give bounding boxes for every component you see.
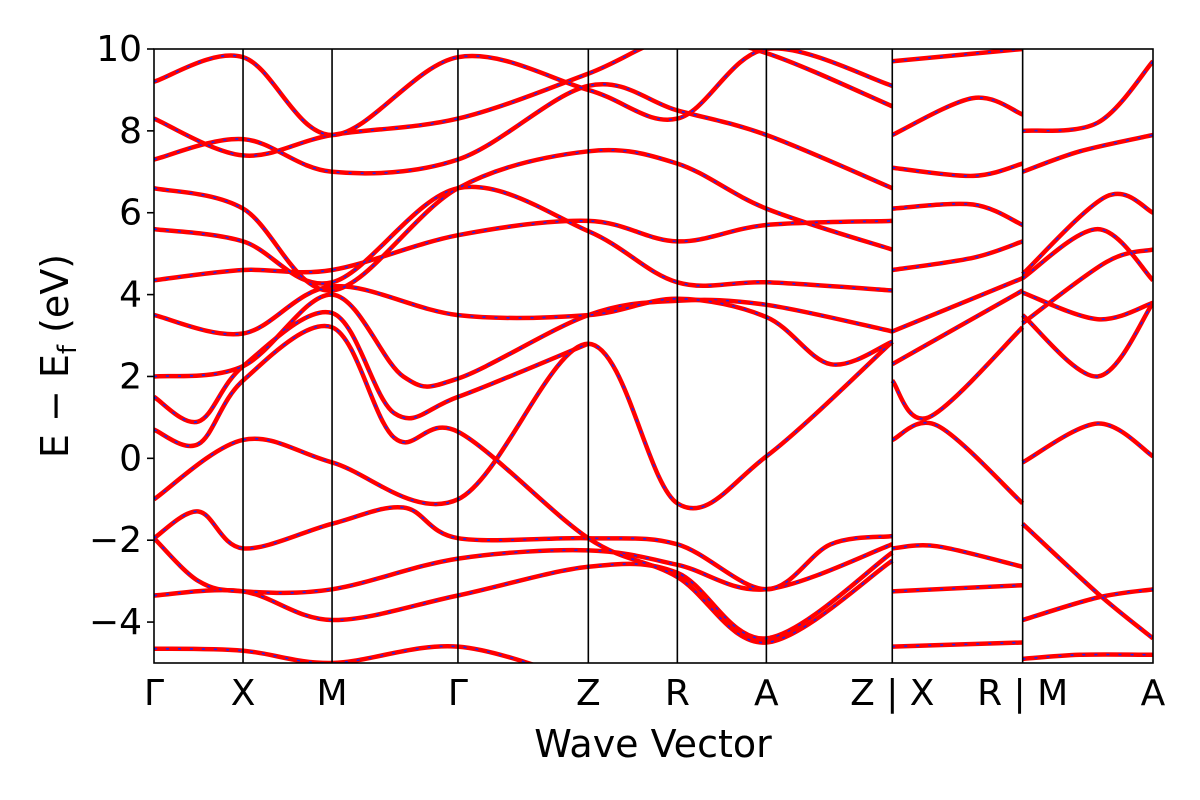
band-line-b18: [892, 543, 1024, 569]
band-line-b13: [154, 82, 894, 191]
band-dash-b23: [892, 240, 1023, 271]
y-tick-label: 6: [119, 193, 142, 234]
band-dash-b30: [1022, 523, 1153, 640]
y-axis-title-subscript: f: [53, 344, 83, 354]
band-dash-b15: [154, 49, 893, 136]
band-dash-b14: [154, 49, 893, 157]
y-tick-label: −2: [89, 520, 142, 561]
band-dash-b27: [892, 49, 1023, 63]
y-axis-title-unit: (eV): [33, 254, 77, 345]
band-line-b22: [891, 276, 1024, 334]
band-line-b38: [1022, 59, 1153, 134]
band-dash-b24: [892, 203, 1023, 226]
band-line-b36: [1021, 226, 1153, 282]
band-dash-b7: [154, 311, 589, 423]
band-dash-b20: [891, 326, 1024, 420]
x-tick-label: A: [754, 673, 779, 714]
band-line-b33: [1021, 247, 1153, 326]
y-tick-label: 2: [119, 356, 142, 397]
band-dash-b11: [154, 186, 893, 292]
y-axis-title-main: E − E: [33, 354, 77, 458]
y-tick-label: 0: [119, 438, 142, 479]
x-tick-label: Γ: [144, 673, 164, 714]
x-tick-label: A: [1141, 673, 1166, 714]
x-tick-label: Z | X: [850, 673, 934, 714]
band-line-b8: [154, 292, 893, 389]
band-dash-b31: [1022, 422, 1153, 464]
x-tick-label: R | M: [977, 673, 1068, 714]
x-tick-label: X: [231, 673, 256, 714]
band-line-b25: [892, 161, 1024, 179]
band-dash-b32: [1022, 302, 1153, 378]
band-dash-b35: [1022, 193, 1153, 275]
band-dash-b6: [154, 325, 893, 644]
y-tick-label: 8: [119, 111, 142, 152]
y-tick-label: 10: [96, 29, 142, 70]
y-axis: −4 −2 0 2 4 6 8 10: [89, 29, 154, 643]
band-dash-b12: [154, 149, 893, 292]
band-dash-b19: [891, 422, 1024, 504]
y-axis-title: E − Ef (eV): [33, 254, 83, 458]
band-dash-b4: [154, 506, 893, 591]
plot-frame: [153, 48, 1154, 664]
band-line-b26: [891, 95, 1024, 138]
band-dash-b29: [1022, 588, 1153, 621]
x-axis-title: Wave Vector: [534, 722, 772, 766]
band-dash-b28: [1022, 653, 1153, 660]
x-tick-label: Z: [576, 673, 601, 714]
x-tick-label: Γ: [448, 673, 468, 714]
kpoint-divider-lines: [242, 49, 1024, 663]
x-tick-label: R: [665, 673, 690, 714]
band-line-b34: [1021, 290, 1153, 322]
band-dash-b21: [891, 289, 1023, 365]
band-dash-b9: [154, 285, 893, 366]
y-tick-label: −4: [89, 602, 142, 643]
x-tick-label: M: [317, 673, 348, 714]
bands-layer: [154, 49, 1153, 663]
band-dash-b16: [892, 641, 1023, 648]
band-line-b5: [154, 340, 894, 511]
band-dash-b3: [154, 537, 893, 594]
y-tick-label: 4: [119, 275, 142, 316]
band-dash-b17: [892, 584, 1023, 593]
band-dash-b37: [1022, 134, 1153, 173]
x-axis: Γ X M Γ Z R A Z | X R | M A: [144, 673, 1166, 714]
